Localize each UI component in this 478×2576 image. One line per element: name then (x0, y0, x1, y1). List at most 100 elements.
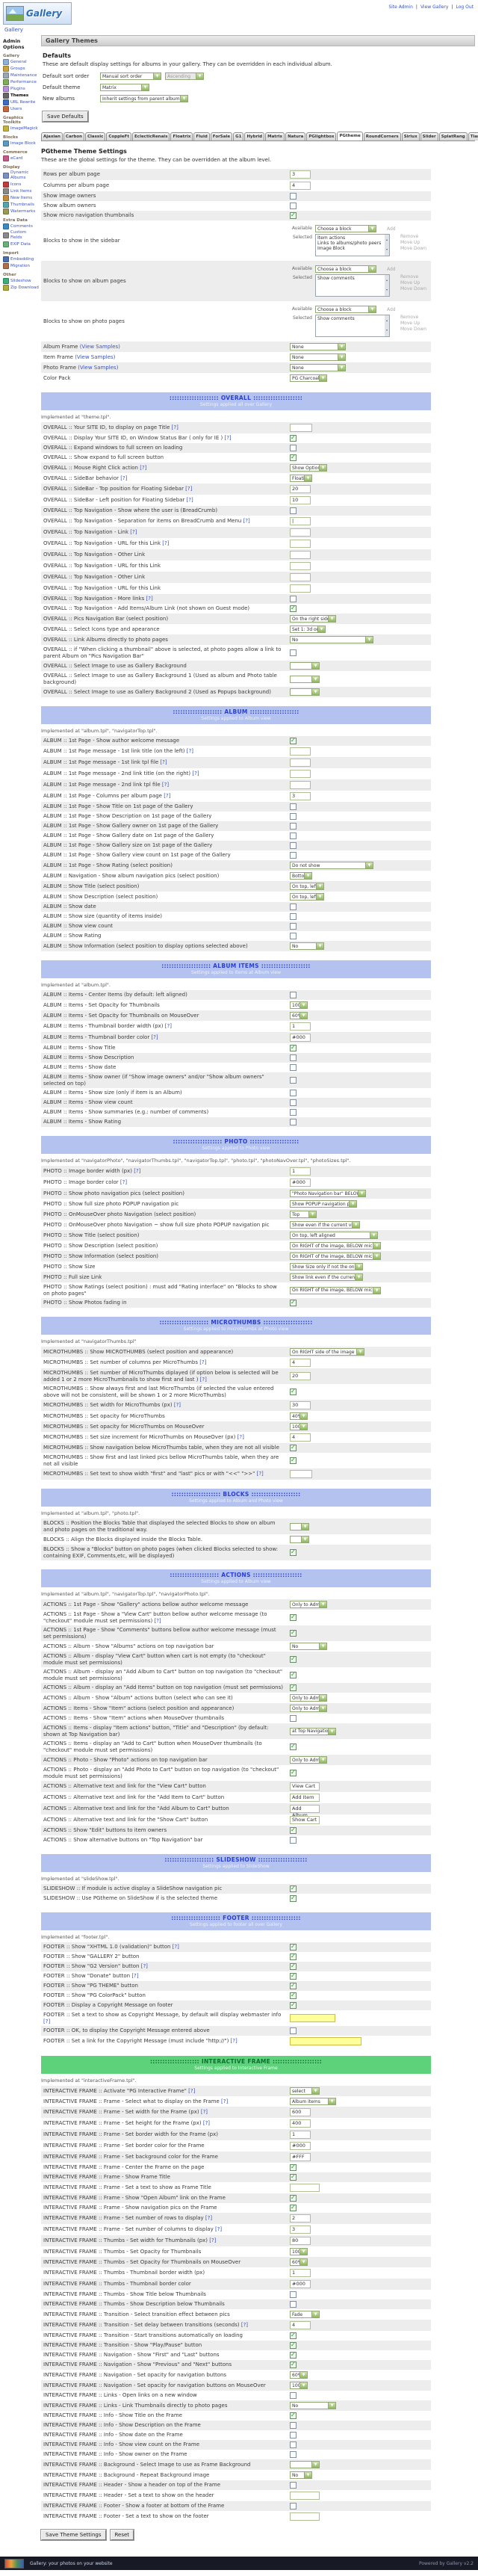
view-samples-link[interactable]: (View Samples) (75, 353, 116, 360)
dropdown-select[interactable]: No ▼ (290, 636, 373, 643)
text-input[interactable] (290, 528, 311, 537)
checkbox[interactable] (290, 2332, 297, 2339)
help-link[interactable]: [?] (230, 2038, 238, 2045)
help-link[interactable]: [?] (185, 486, 193, 492)
sidebar-item-embedding[interactable]: Embedding (3, 256, 39, 262)
checkbox[interactable] (290, 2204, 297, 2211)
save-theme-settings-button[interactable]: Save Theme Settings (40, 2529, 107, 2541)
checkbox[interactable] (290, 1299, 297, 1306)
remove-link[interactable]: Remove (400, 234, 419, 239)
checkbox[interactable] (290, 1671, 297, 1678)
dropdown-select[interactable]: Album items ▼ (290, 2098, 336, 2105)
checkbox[interactable] (290, 445, 297, 451)
sidebar-item-image-block[interactable]: Image Block (3, 140, 39, 146)
text-input[interactable] (290, 2037, 361, 2045)
sidebar-item-ecard[interactable]: eCard (3, 155, 39, 161)
choose-block-select[interactable]: Choose a block ▼ (315, 265, 376, 273)
tab-classic[interactable]: Classic (85, 132, 106, 140)
gallery-logo[interactable]: Gallery (3, 2, 72, 25)
tab-slider[interactable]: Slider (420, 132, 438, 140)
checkbox[interactable] (290, 434, 297, 442)
help-link[interactable]: [?] (173, 1402, 181, 1409)
help-link[interactable]: [?] (205, 2215, 213, 2222)
dropdown-select[interactable]: Bottom▼ (290, 872, 312, 880)
defaults-select[interactable]: Matrix ▼ (100, 84, 149, 91)
help-link[interactable]: [?] (134, 1168, 141, 1175)
tab-splatrang[interactable]: SplatRang (438, 132, 468, 140)
dropdown-select[interactable]: 60%▼ (290, 2258, 308, 2266)
tab-floatrix[interactable]: Floatrix (170, 132, 193, 140)
text-input[interactable]: 600 (290, 2108, 311, 2116)
checkbox[interactable] (290, 1943, 297, 1950)
dropdown-select[interactable]: Set 1: 3d onOver icons▼ (290, 626, 326, 633)
text-input[interactable]: | (290, 517, 311, 525)
checkbox[interactable] (290, 1613, 297, 1621)
checkbox[interactable] (290, 193, 297, 200)
help-link[interactable]: [?] (161, 782, 170, 788)
help-link[interactable]: [?] (172, 1944, 179, 1950)
help-link[interactable]: [?] (199, 1376, 207, 1383)
checkbox[interactable] (290, 1090, 297, 1096)
checkbox[interactable] (290, 2027, 297, 2034)
add-block-link[interactable]: Add (387, 226, 396, 232)
help-link[interactable]: [?] (224, 435, 232, 442)
text-input[interactable]: Show Cart (290, 1816, 320, 1824)
help-link[interactable]: [?] (160, 759, 167, 766)
checkbox[interactable] (290, 1769, 297, 1776)
text-input[interactable]: #FFF (290, 2153, 311, 2161)
dropdown-select[interactable]: On top, left aligned▼ (290, 883, 324, 890)
selected-blocks-listbox[interactable]: Show comments (315, 315, 390, 337)
checkbox[interactable] (290, 1099, 297, 1106)
text-input[interactable]: 4 (290, 2321, 311, 2329)
text-input[interactable] (290, 562, 311, 570)
dropdown-select[interactable]: No ▼ (290, 2471, 312, 2479)
help-link[interactable]: [?] (171, 424, 179, 431)
dropdown-select[interactable]: Show link even if the current view is th… (290, 1273, 363, 1281)
checkbox[interactable] (290, 1064, 297, 1071)
text-input[interactable]: 4 (290, 182, 311, 190)
text-input[interactable]: 3 (290, 2226, 311, 2234)
sidebar-item-dynamic-albums[interactable]: Dynamic Albums (3, 170, 39, 181)
tab-carbon[interactable]: Carbon (63, 132, 85, 140)
checkbox[interactable] (290, 823, 297, 830)
tab-pgtheme[interactable]: PGtheme (337, 132, 363, 140)
view-samples-link[interactable]: (View Samples) (78, 364, 119, 371)
text-input[interactable]: 20 (290, 1372, 311, 1380)
sidebar-item-users[interactable]: Users (3, 106, 39, 112)
dropdown-select[interactable]: On RIGHT of the image, BELOW microthumbs… (290, 1242, 381, 1250)
text-input[interactable]: #000 (290, 1034, 311, 1042)
save-defaults-button[interactable]: Save Defaults (42, 111, 89, 123)
listbox-item[interactable]: Show comments (317, 316, 355, 321)
checkbox[interactable] (290, 1715, 297, 1722)
help-link[interactable]: [?] (202, 2120, 211, 2127)
help-link[interactable]: [?] (240, 2322, 249, 2329)
dropdown-select[interactable]: Do not show ▼ (290, 862, 373, 869)
help-link[interactable]: [?] (162, 540, 170, 547)
sidebar-item-general[interactable]: General (3, 59, 39, 65)
sidebar-item-new-items[interactable]: New Items (3, 195, 39, 201)
checkbox[interactable] (290, 923, 297, 930)
dropdown-select[interactable]: ▼ (290, 662, 320, 670)
text-input[interactable]: 10 (290, 496, 311, 504)
checkbox[interactable] (290, 2361, 297, 2368)
dropdown-select[interactable]: Only to Admin mode▼ (290, 1705, 327, 1712)
checkbox[interactable] (290, 1743, 297, 1750)
checkbox[interactable] (290, 2301, 297, 2308)
defaults-select[interactable]: Manual sort order ▼ (100, 72, 161, 80)
text-input[interactable]: Add Item (290, 1794, 320, 1802)
checkbox[interactable] (290, 1548, 297, 1556)
help-link[interactable]: [?] (209, 2237, 217, 2244)
help-link[interactable]: [?] (146, 596, 153, 602)
listbox-item[interactable]: Show comments (317, 276, 355, 281)
checkbox[interactable] (290, 2341, 297, 2349)
dropdown-select[interactable]: ▼ (290, 2461, 320, 2468)
checkbox[interactable] (290, 904, 297, 910)
text-input[interactable]: 3 (290, 792, 311, 800)
text-input[interactable]: 20 (290, 485, 311, 493)
tab-pglightbox[interactable]: PGlightbox (306, 132, 337, 140)
checkbox[interactable] (290, 2163, 297, 2171)
sidebar-item-url-rewrite[interactable]: URL Rewrite (3, 99, 39, 105)
dropdown-select[interactable]: On RIGHT side of the image ▼ (290, 1348, 364, 1356)
text-input[interactable]: 2 (290, 2214, 311, 2223)
text-input[interactable] (290, 573, 311, 581)
